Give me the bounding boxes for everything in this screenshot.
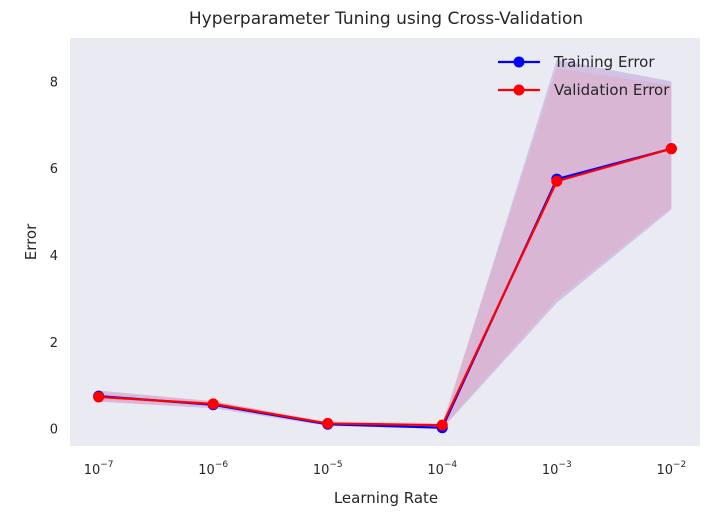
error-bands	[98, 59, 672, 429]
series-lines	[98, 147, 672, 429]
legend-marker-1	[513, 84, 525, 96]
legend: Training Error Validation Error	[498, 53, 670, 99]
x-tick-label: 10−3	[542, 460, 572, 478]
x-axis-label: Learning Rate	[334, 489, 438, 507]
data-point	[207, 398, 219, 410]
legend-label-1: Validation Error	[554, 81, 670, 99]
y-tick-label: 8	[50, 75, 58, 90]
legend-marker-0	[513, 56, 525, 68]
y-axis-ticks: 0 2 4 6 8	[50, 75, 58, 437]
series-points	[93, 143, 677, 434]
data-point	[551, 175, 563, 187]
x-tick-label: 10−7	[84, 460, 114, 478]
error-band-1	[98, 68, 672, 428]
data-point	[436, 419, 448, 431]
error-band-0	[98, 59, 672, 429]
series-line-1	[98, 147, 672, 427]
data-point	[93, 391, 105, 403]
y-axis-label: Error	[22, 223, 40, 260]
y-tick-label: 6	[50, 162, 58, 177]
x-tick-label: 10−4	[427, 460, 457, 478]
x-tick-label: 10−6	[198, 460, 228, 478]
y-tick-label: 4	[50, 249, 58, 264]
data-point	[322, 417, 334, 429]
x-tick-label: 10−5	[313, 460, 343, 478]
plot-area	[70, 38, 700, 446]
data-point	[665, 143, 677, 155]
legend-label-0: Training Error	[553, 53, 655, 71]
x-axis-ticks: 10−7 10−6 10−5 10−4 10−3 10−2	[84, 460, 687, 478]
y-tick-label: 2	[50, 336, 58, 351]
chart-title: Hyperparameter Tuning using Cross-Valida…	[189, 9, 583, 29]
y-tick-label: 0	[50, 423, 58, 438]
x-tick-label: 10−2	[656, 460, 686, 478]
